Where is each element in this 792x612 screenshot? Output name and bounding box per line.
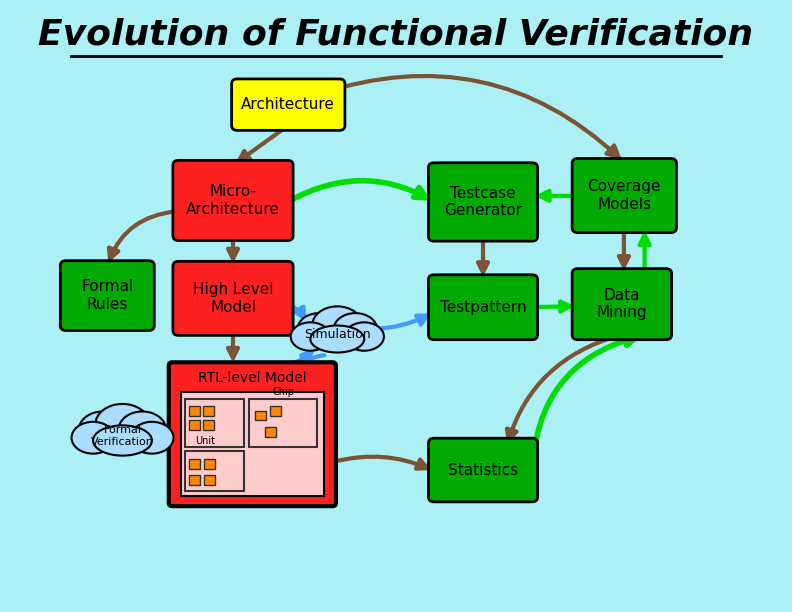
FancyBboxPatch shape bbox=[173, 160, 293, 241]
Text: Testpattern: Testpattern bbox=[440, 300, 527, 315]
FancyBboxPatch shape bbox=[270, 406, 281, 416]
FancyBboxPatch shape bbox=[231, 79, 345, 130]
Text: Statistics: Statistics bbox=[448, 463, 518, 477]
FancyBboxPatch shape bbox=[428, 163, 538, 241]
Ellipse shape bbox=[333, 313, 377, 346]
Text: Coverage
Models: Coverage Models bbox=[588, 179, 661, 212]
Text: Unit: Unit bbox=[196, 436, 215, 446]
FancyBboxPatch shape bbox=[188, 420, 200, 430]
Text: Architecture: Architecture bbox=[242, 97, 335, 112]
Ellipse shape bbox=[79, 411, 127, 448]
FancyBboxPatch shape bbox=[203, 420, 214, 430]
Text: Chip: Chip bbox=[272, 387, 294, 397]
FancyBboxPatch shape bbox=[169, 362, 336, 506]
Text: Formal
Verification: Formal Verification bbox=[91, 425, 154, 447]
FancyBboxPatch shape bbox=[265, 427, 276, 437]
FancyBboxPatch shape bbox=[255, 411, 266, 420]
FancyBboxPatch shape bbox=[572, 269, 672, 340]
Ellipse shape bbox=[95, 404, 150, 446]
FancyBboxPatch shape bbox=[185, 451, 244, 491]
FancyBboxPatch shape bbox=[188, 475, 200, 485]
Ellipse shape bbox=[131, 422, 173, 453]
FancyBboxPatch shape bbox=[428, 275, 538, 340]
FancyBboxPatch shape bbox=[249, 399, 317, 447]
Ellipse shape bbox=[291, 323, 330, 351]
Ellipse shape bbox=[312, 307, 362, 343]
Ellipse shape bbox=[93, 425, 152, 455]
Ellipse shape bbox=[119, 411, 166, 448]
FancyBboxPatch shape bbox=[181, 392, 324, 496]
FancyBboxPatch shape bbox=[188, 406, 200, 416]
FancyBboxPatch shape bbox=[60, 261, 154, 330]
Ellipse shape bbox=[71, 422, 115, 453]
Ellipse shape bbox=[310, 326, 364, 353]
Text: High Level
Model: High Level Model bbox=[192, 282, 273, 315]
Text: Testcase
Generator: Testcase Generator bbox=[444, 186, 522, 218]
FancyBboxPatch shape bbox=[204, 475, 215, 485]
Text: Micro-
Architecture: Micro- Architecture bbox=[186, 184, 280, 217]
Text: Data
Mining: Data Mining bbox=[596, 288, 647, 320]
FancyBboxPatch shape bbox=[572, 159, 676, 233]
Text: Evolution of Functional Verification: Evolution of Functional Verification bbox=[39, 17, 753, 51]
Text: Formal
Rules: Formal Rules bbox=[81, 280, 133, 312]
FancyBboxPatch shape bbox=[428, 438, 538, 502]
Ellipse shape bbox=[298, 313, 341, 346]
Text: Simulation: Simulation bbox=[304, 328, 371, 341]
FancyBboxPatch shape bbox=[204, 459, 215, 469]
FancyBboxPatch shape bbox=[188, 459, 200, 469]
FancyBboxPatch shape bbox=[185, 399, 244, 447]
FancyBboxPatch shape bbox=[203, 406, 214, 416]
FancyBboxPatch shape bbox=[173, 261, 293, 335]
Ellipse shape bbox=[345, 323, 384, 351]
Text: RTL-level Model: RTL-level Model bbox=[198, 371, 307, 384]
